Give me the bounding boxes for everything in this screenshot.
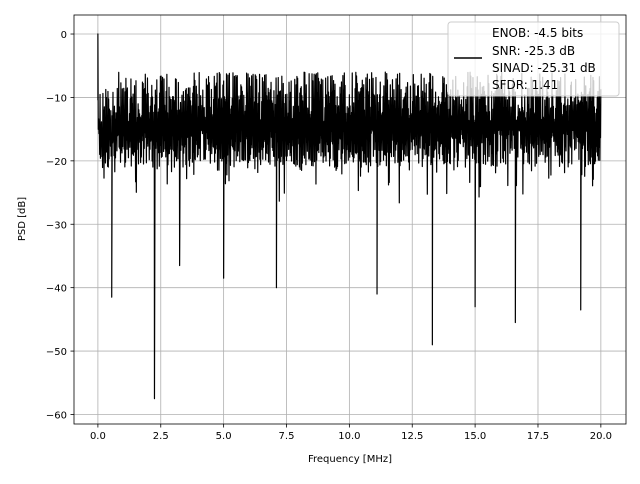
x-tick-label: 2.5: [153, 431, 169, 442]
x-tick-label: 17.5: [527, 431, 549, 442]
legend-sinad: SINAD: -25.31 dB: [492, 61, 596, 75]
x-tick-label: 20.0: [590, 431, 612, 442]
y-tick-label: −50: [46, 347, 67, 358]
y-tick-label: −30: [46, 220, 67, 231]
legend-sfdr: SFDR: 1.41: [492, 78, 558, 92]
psd-line: [97, 33, 602, 400]
legend-box: [447, 21, 620, 97]
x-axis-label: Frequency [MHz]: [308, 454, 392, 465]
ticks: 0.0 2.5 5.0 7.5 10.0 12.5 15.0 17.5 20.0 0 −10 −20 −…: [46, 30, 612, 442]
x-tick-label: 15.0: [464, 431, 486, 442]
y-tick-label: −40: [46, 284, 67, 295]
axes-frame: [73, 14, 627, 425]
legend-enob: ENOB: -4.5 bits: [492, 26, 583, 40]
x-tick-label: 7.5: [279, 431, 295, 442]
x-tick-label: 12.5: [401, 431, 423, 442]
x-tick-label: 5.0: [216, 431, 232, 442]
y-tick-label: −20: [46, 157, 67, 168]
y-tick-label: −10: [46, 93, 67, 104]
x-tick-label: 10.0: [338, 431, 360, 442]
y-tick-label: −60: [46, 410, 67, 421]
legend-snr: SNR: -25.3 dB: [492, 44, 575, 58]
y-axis-label: PSD [dB]: [17, 197, 28, 241]
x-tick-label: 0.0: [90, 431, 106, 442]
legend: ENOB: -4.5 bits SNR: -25.3 dB SINAD: -25…: [447, 21, 620, 97]
y-tick-label: 0: [61, 30, 67, 41]
series-layer: [97, 33, 602, 400]
